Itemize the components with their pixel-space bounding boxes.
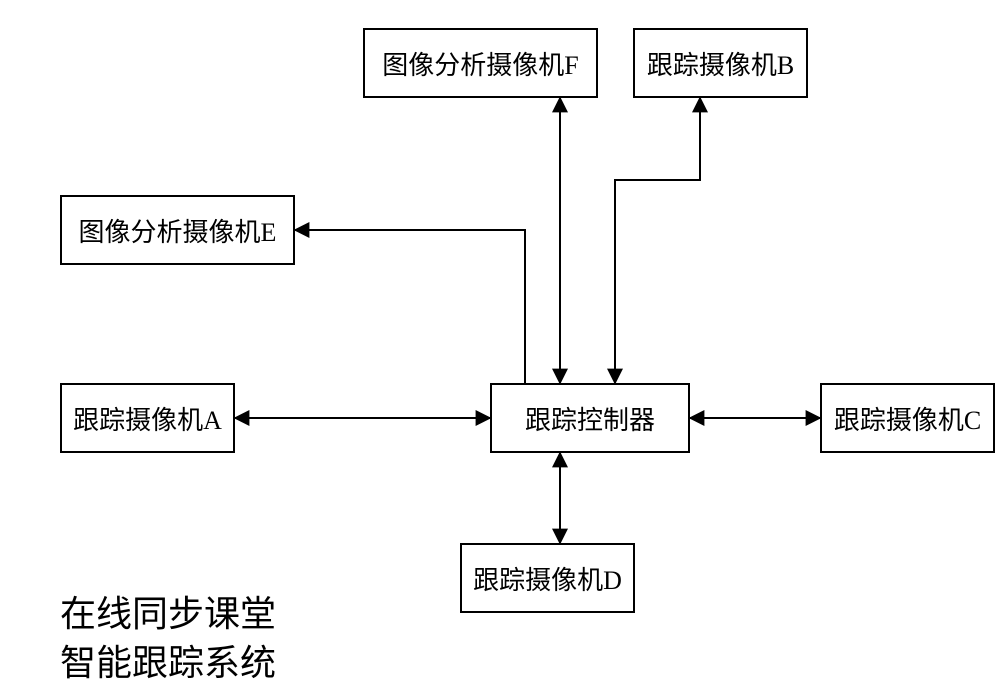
edge-controller-camB xyxy=(615,98,700,383)
node-tracking-camera-b: 跟踪摄像机B xyxy=(633,28,808,98)
node-image-analysis-camera-f: 图像分析摄像机F xyxy=(363,28,598,98)
node-controller: 跟踪控制器 xyxy=(490,383,690,453)
node-controller-label: 跟踪控制器 xyxy=(525,400,655,437)
node-tracking-camera-c: 跟踪摄像机C xyxy=(820,383,995,453)
edge-controller-camE xyxy=(295,230,525,383)
node-camD-label: 跟踪摄像机D xyxy=(473,560,622,597)
diagram-caption: 在线同步课堂 智能跟踪系统 xyxy=(60,590,276,687)
diagram-canvas: 跟踪控制器 图像分析摄像机F 跟踪摄像机B 图像分析摄像机E 跟踪摄像机A 跟踪… xyxy=(0,0,1000,691)
node-camA-label: 跟踪摄像机A xyxy=(73,400,222,437)
caption-line1: 在线同步课堂 xyxy=(60,590,276,639)
node-camC-label: 跟踪摄像机C xyxy=(834,400,981,437)
node-camE-label: 图像分析摄像机E xyxy=(79,212,277,249)
node-image-analysis-camera-e: 图像分析摄像机E xyxy=(60,195,295,265)
node-tracking-camera-a: 跟踪摄像机A xyxy=(60,383,235,453)
caption-line2: 智能跟踪系统 xyxy=(60,639,276,688)
node-camB-label: 跟踪摄像机B xyxy=(647,45,794,82)
node-tracking-camera-d: 跟踪摄像机D xyxy=(460,543,635,613)
node-camF-label: 图像分析摄像机F xyxy=(382,45,578,82)
